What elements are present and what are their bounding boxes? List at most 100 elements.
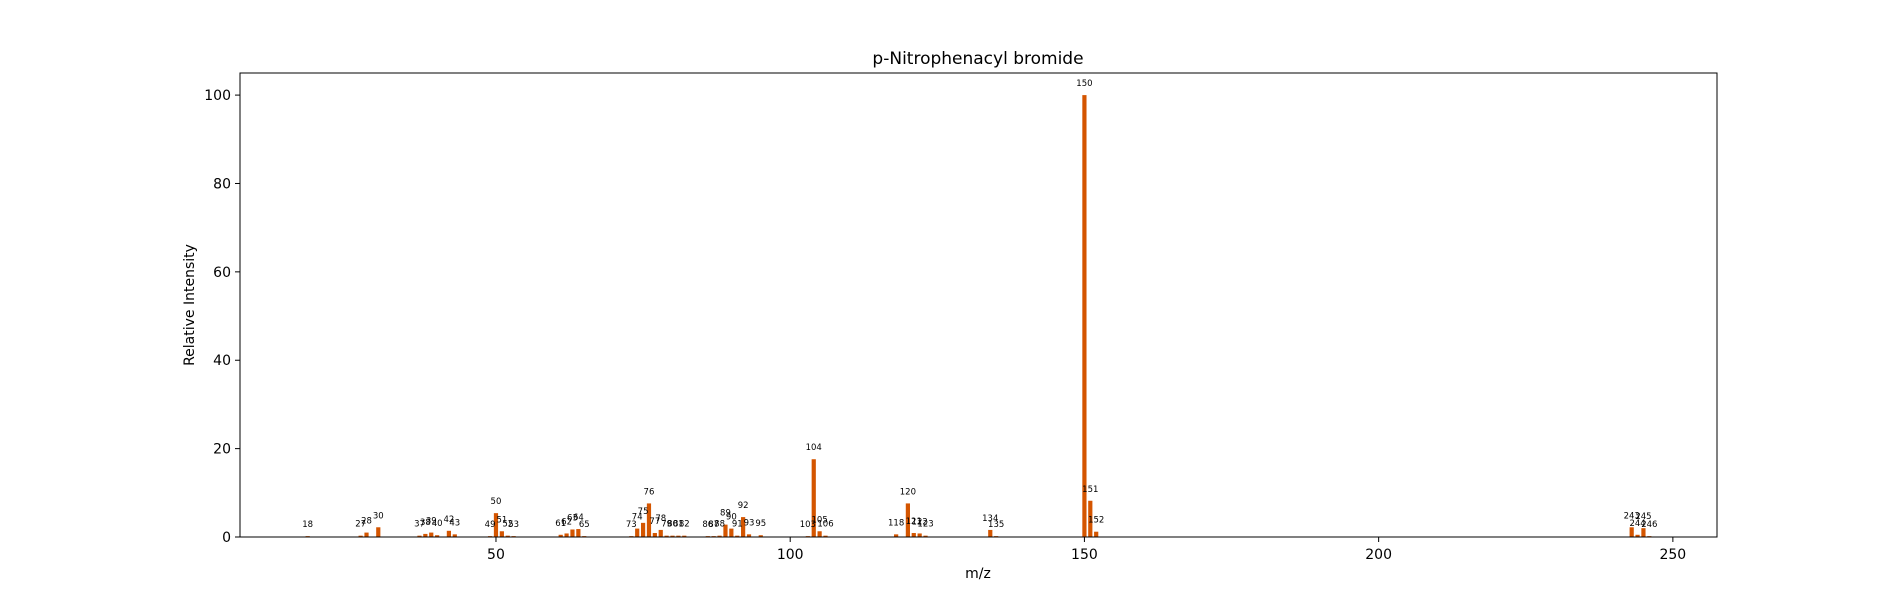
spectrum-bar — [640, 522, 646, 537]
peak-label: 64 — [573, 513, 584, 523]
peak-label: 65 — [579, 520, 590, 530]
peak-label: 104 — [806, 443, 822, 453]
peak-label: 28 — [361, 517, 372, 527]
peak-label: 87 — [708, 520, 719, 530]
peak-label: 122 — [912, 517, 928, 527]
peak-label: 93 — [744, 518, 755, 528]
peak-label: 88 — [714, 520, 725, 530]
peak-label: 106 — [817, 520, 833, 530]
peak-label: 91 — [732, 520, 743, 530]
peak-label: 52 — [502, 520, 513, 530]
spectrum-bar — [758, 535, 763, 537]
spectrum-bar — [429, 532, 434, 537]
spectrum-bar — [493, 513, 499, 537]
y-tick-label: 80 — [213, 176, 231, 192]
x-tick-label: 150 — [1071, 547, 1098, 563]
peak-label: 50 — [491, 497, 502, 507]
spectrum-bar — [729, 528, 734, 537]
y-tick-label: 100 — [204, 88, 231, 104]
spectrum-bar — [817, 531, 822, 537]
spectrum-bar — [894, 534, 899, 537]
peak-label: 75 — [638, 507, 649, 517]
spectrum-bar — [652, 533, 657, 537]
spectrum-bar — [988, 529, 993, 537]
peak-label: 38 — [420, 518, 431, 528]
spectrum-bar — [1635, 534, 1640, 537]
peak-label: 150 — [1076, 79, 1092, 89]
spectrum-bar — [576, 529, 581, 537]
spectrum-bar — [923, 535, 928, 537]
peak-label: 120 — [900, 487, 916, 497]
spectrum-bar — [1088, 500, 1093, 537]
peak-label: 81 — [673, 520, 684, 530]
peak-label: 123 — [917, 520, 933, 530]
spectrum-bar — [717, 535, 722, 537]
peak-label: 62 — [561, 517, 572, 527]
peak-label: 49 — [485, 520, 496, 530]
spectrum-bar — [911, 533, 916, 537]
spectrum-bar — [682, 535, 687, 537]
peak-label: 37 — [414, 520, 425, 530]
y-tick-label: 40 — [213, 353, 231, 369]
x-tick-label: 100 — [777, 547, 804, 563]
peak-label: 27 — [355, 520, 366, 530]
spectrum-bar — [435, 535, 440, 537]
peak-label: 95 — [755, 519, 766, 529]
x-axis-ticks: 50 100 150 200 250 — [487, 537, 1686, 563]
peak-label: 86 — [702, 520, 713, 530]
y-axis-ticks: 0 20 40 60 80 100 — [204, 88, 240, 546]
plot-frame — [239, 72, 1718, 538]
peak-label: 78 — [655, 514, 666, 524]
peak-label: 105 — [812, 515, 828, 525]
spectrum-bar — [1629, 527, 1634, 537]
x-axis-label: m/z — [965, 566, 991, 582]
spectrum-bar — [452, 534, 457, 537]
peak-label: 245 — [1635, 512, 1651, 522]
peak-label: 152 — [1088, 516, 1104, 526]
spectrum-bar — [499, 531, 504, 537]
spectrum-bar — [570, 529, 575, 537]
spectrum-bar — [735, 535, 740, 537]
spectrum-bar — [635, 528, 640, 537]
peak-label: 135 — [988, 520, 1004, 530]
spectrum-bar — [1641, 528, 1646, 537]
spectrum-bar — [564, 533, 569, 537]
bars-layer — [305, 95, 1652, 537]
spectrum-bar — [358, 535, 363, 537]
peak-label: 51 — [496, 515, 507, 525]
peak-label: 18 — [302, 520, 313, 530]
spectrum-bar — [376, 527, 381, 537]
spectrum-bar — [646, 503, 652, 537]
peak-label: 30 — [373, 511, 384, 521]
peak-label: 121 — [906, 517, 922, 527]
peak-label: 43 — [449, 518, 460, 528]
peak-label: 134 — [982, 514, 998, 524]
spectrum-bar — [905, 503, 910, 537]
peak-label: 73 — [626, 520, 637, 530]
spectrum-bar — [1082, 95, 1087, 537]
peak-label: 92 — [738, 501, 749, 511]
spectrum-bar — [505, 535, 510, 537]
peak-label: 61 — [555, 519, 566, 529]
spectrum-bar — [823, 535, 828, 537]
spectrum-bar — [811, 459, 816, 537]
spectrum-bar — [741, 517, 746, 537]
spectrum-bar — [746, 534, 752, 537]
peak-label: 76 — [644, 487, 655, 497]
spectrum-bar — [558, 534, 563, 537]
y-tick-label: 0 — [222, 530, 231, 546]
peak-label: 53 — [508, 520, 519, 530]
peak-label: 42 — [443, 515, 454, 525]
spectrum-bar — [658, 529, 663, 537]
spectrum-bar — [1094, 531, 1099, 537]
peak-label: 151 — [1082, 485, 1098, 495]
spectrum-bar — [364, 532, 369, 537]
peak-label: 90 — [726, 513, 737, 523]
spectrum-bar — [423, 533, 428, 537]
spectrum-bar — [917, 533, 922, 537]
peak-label: 118 — [888, 518, 904, 528]
y-tick-label: 20 — [213, 442, 231, 458]
